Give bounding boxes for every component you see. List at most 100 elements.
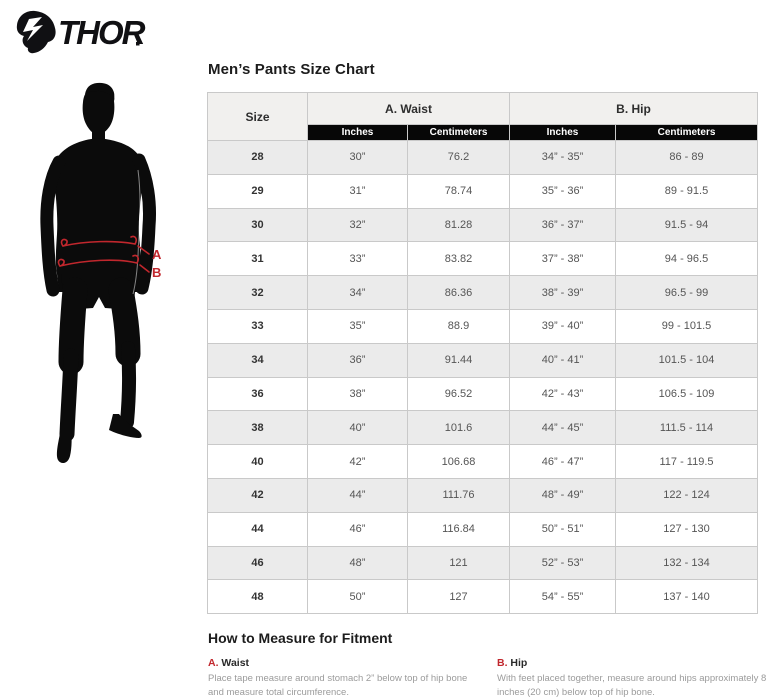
cell-waist-inches: 36” [307,342,408,378]
measure-text-waist: Place tape measure around stomach 2” bel… [208,673,468,699]
cell-size: 38 [207,410,308,446]
cell-hip-inches: 39” - 40” [509,308,616,344]
table-row: 44 46” 116.84 50” - 51” 127 - 130 [207,511,759,547]
cell-waist-inches: 30” [307,140,408,175]
subheader-hip-centimeters: Centimeters [614,124,759,141]
cell-waist-centimeters: 86.36 [407,275,510,310]
cell-waist-centimeters: 81.28 [407,207,510,243]
cell-waist-centimeters: 76.2 [407,140,510,175]
cell-hip-inches: 38” - 39” [509,275,616,310]
cell-size: 36 [207,376,308,412]
cell-hip-centimeters: 94 - 96.5 [614,241,759,277]
cell-hip-inches: 35” - 36” [509,173,616,209]
cell-waist-centimeters: 78.74 [407,173,510,209]
measure-item-waist: A. Waist Place tape measure around stoma… [208,657,480,699]
cell-size: 48 [207,579,308,615]
right-foot-shape [109,414,142,438]
left-foot-shape [56,428,72,464]
cell-waist-inches: 33” [307,241,408,277]
table-row: 28 30” 76.2 34” - 35” 86 - 89 [207,140,759,175]
table-row: 40 42” 106.68 46” - 47” 117 - 119.5 [207,444,759,479]
cell-hip-centimeters: 137 - 140 [614,579,759,615]
cell-waist-centimeters: 101.6 [407,410,510,446]
cell-size: 33 [207,308,308,344]
cell-hip-centimeters: 96.5 - 99 [614,275,759,310]
cell-size: 40 [207,444,308,479]
table-row: 31 33” 83.82 37” - 38” 94 - 96.5 [207,241,759,277]
cell-waist-inches: 34” [307,275,408,310]
logo-dot [136,42,140,46]
cell-waist-centimeters: 91.44 [407,342,510,378]
cell-hip-centimeters: 111.5 - 114 [614,410,759,446]
cell-waist-inches: 50” [307,579,408,615]
measure-item-hip: B. Hip With feet placed together, measur… [497,657,770,699]
cell-hip-inches: 44” - 45” [509,410,616,446]
page-title: Men’s Pants Size Chart [208,61,375,78]
table-row: 33 35” 88.9 39” - 40” 99 - 101.5 [207,308,759,344]
column-header-waist: A. Waist [307,92,510,125]
cell-hip-centimeters: 86 - 89 [614,140,759,175]
table-row: 38 40” 101.6 44” - 45” 111.5 - 114 [207,410,759,446]
cell-hip-centimeters: 106.5 - 109 [614,376,759,412]
size-chart-table: Size A. Waist B. Hip Inches Centimeters … [207,92,759,615]
measure-name-waist: Waist [221,657,250,669]
subheader-waist-inches: Inches [307,124,408,141]
logo-wordmark: THOR [58,14,146,51]
column-header-hip: B. Hip [508,92,759,125]
subheader-hip-inches: Inches [509,124,616,141]
waist-line-a [60,235,150,255]
cell-waist-centimeters: 121 [407,545,510,581]
table-row: 42 44” 111.76 48” - 49” 122 - 124 [207,477,759,513]
cell-hip-inches: 52” - 53” [509,545,616,581]
cell-waist-inches: 46” [307,511,408,547]
cell-size: 28 [207,140,308,175]
cell-hip-centimeters: 122 - 124 [614,477,759,513]
cell-hip-centimeters: 117 - 119.5 [614,444,759,479]
marker-b-label: B [152,265,161,280]
cell-hip-inches: 36” - 37” [509,207,616,243]
cell-size: 42 [207,477,308,513]
cell-hip-inches: 42” - 43” [509,376,616,412]
cell-hip-centimeters: 132 - 134 [614,545,759,581]
measure-letter-b: B. [497,657,508,669]
cell-waist-inches: 32” [307,207,408,243]
cell-waist-centimeters: 88.9 [407,308,510,344]
cell-waist-centimeters: 83.82 [407,241,510,277]
cell-waist-centimeters: 96.52 [407,376,510,412]
cell-waist-inches: 42” [307,444,408,479]
cell-waist-inches: 48” [307,545,408,581]
cell-hip-centimeters: 91.5 - 94 [614,207,759,243]
table-row: 36 38” 96.52 42” - 43” 106.5 - 109 [207,376,759,412]
cell-hip-inches: 34” - 35” [509,140,616,175]
cell-waist-centimeters: 111.76 [407,477,510,513]
measure-text-hip: With feet placed together, measure aroun… [497,673,767,699]
cell-waist-inches: 38” [307,376,408,412]
cell-hip-centimeters: 127 - 130 [614,511,759,547]
thor-helmet-icon [16,10,56,54]
column-header-size: Size [207,92,308,141]
how-to-measure-section: How to Measure for Fitment A. Waist Plac… [208,630,770,699]
cell-waist-inches: 40” [307,410,408,446]
cell-hip-inches: 46” - 47” [509,444,616,479]
cell-hip-inches: 48” - 49” [509,477,616,513]
cell-hip-centimeters: 99 - 101.5 [614,308,759,344]
marker-a-label: A [152,247,162,262]
subheader-waist-centimeters: Centimeters [407,124,510,141]
cell-size: 30 [207,207,308,243]
cell-hip-inches: 54” - 55” [509,579,616,615]
torso-shape [53,138,144,292]
hip-line-b [57,254,150,273]
cell-waist-centimeters: 106.68 [407,444,510,479]
thor-logo: THOR [16,10,148,54]
cell-waist-centimeters: 116.84 [407,511,510,547]
table-row: 32 34” 86.36 38” - 39” 96.5 - 99 [207,275,759,310]
table-row: 48 50” 127 54” - 55” 137 - 140 [207,579,759,615]
cell-hip-centimeters: 101.5 - 104 [614,342,759,378]
cell-size: 31 [207,241,308,277]
cell-waist-centimeters: 127 [407,579,510,615]
right-arm-shape [132,153,156,295]
table-row: 34 36” 91.44 40” - 41” 101.5 - 104 [207,342,759,378]
cell-size: 32 [207,275,308,310]
table-row: 30 32” 81.28 36” - 37” 91.5 - 94 [207,207,759,243]
